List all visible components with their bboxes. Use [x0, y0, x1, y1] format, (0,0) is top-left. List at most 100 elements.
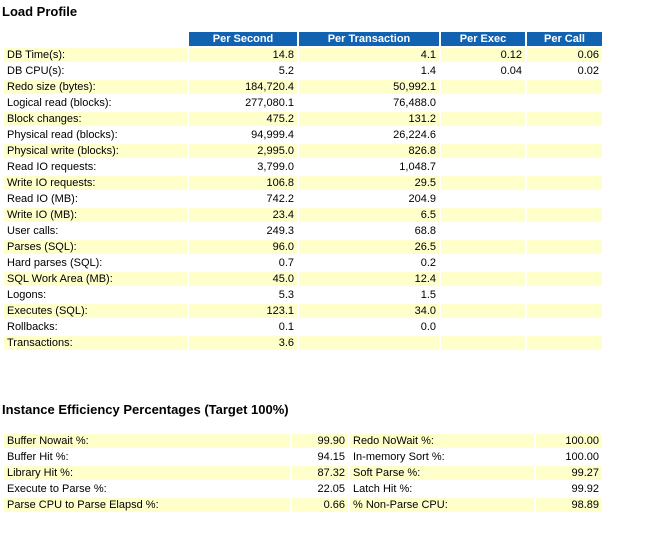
metric-per-exec — [441, 224, 525, 238]
metric-label: Rollbacks: — [4, 320, 187, 334]
metric-per-second: 184,720.4 — [189, 80, 297, 94]
table-row: Transactions: 3.6 — [4, 336, 602, 350]
metric-per-call — [527, 208, 602, 222]
metric-per-transaction: 12.4 — [299, 272, 439, 286]
metric-per-call — [527, 336, 602, 350]
header-per-second: Per Second — [189, 32, 297, 46]
efficiency-label: Execute to Parse %: — [4, 482, 290, 496]
table-row: Parse CPU to Parse Elapsd %: 0.66 % Non-… — [4, 498, 602, 512]
load-profile-heading: Load Profile — [2, 4, 78, 19]
metric-per-call — [527, 240, 602, 254]
metric-per-call — [527, 256, 602, 270]
metric-label: Parses (SQL): — [4, 240, 187, 254]
efficiency-value: 87.32 — [292, 466, 348, 480]
header-per-call: Per Call — [527, 32, 602, 46]
efficiency-label: Buffer Nowait %: — [4, 434, 290, 448]
metric-per-call: 0.06 — [527, 48, 602, 62]
table-row: Library Hit %: 87.32 Soft Parse %: 99.27 — [4, 466, 602, 480]
metric-per-exec — [441, 320, 525, 334]
metric-per-second: 23.4 — [189, 208, 297, 222]
metric-per-call — [527, 160, 602, 174]
table-row: Logons: 5.3 1.5 — [4, 288, 602, 302]
table-row: Executes (SQL): 123.1 34.0 — [4, 304, 602, 318]
metric-per-second: 0.7 — [189, 256, 297, 270]
metric-per-transaction: 131.2 — [299, 112, 439, 126]
metric-per-exec — [441, 80, 525, 94]
metric-per-transaction: 1,048.7 — [299, 160, 439, 174]
metric-per-exec — [441, 256, 525, 270]
metric-per-exec — [441, 192, 525, 206]
metric-label: Hard parses (SQL): — [4, 256, 187, 270]
table-row: Write IO (MB): 23.4 6.5 — [4, 208, 602, 222]
metric-label: Transactions: — [4, 336, 187, 350]
metric-per-second: 2,995.0 — [189, 144, 297, 158]
metric-per-second: 96.0 — [189, 240, 297, 254]
efficiency-value: 98.89 — [536, 498, 602, 512]
metric-label: SQL Work Area (MB): — [4, 272, 187, 286]
metric-per-second: 249.3 — [189, 224, 297, 238]
metric-per-exec: 0.04 — [441, 64, 525, 78]
metric-label: Block changes: — [4, 112, 187, 126]
table-row: Buffer Nowait %: 99.90 Redo NoWait %: 10… — [4, 434, 602, 448]
metric-label: Logons: — [4, 288, 187, 302]
metric-per-second: 277,080.1 — [189, 96, 297, 110]
metric-per-exec: 0.12 — [441, 48, 525, 62]
header-per-exec: Per Exec — [441, 32, 525, 46]
table-row: Rollbacks: 0.1 0.0 — [4, 320, 602, 334]
metric-label: DB CPU(s): — [4, 64, 187, 78]
table-row: Buffer Hit %: 94.15 In-memory Sort %: 10… — [4, 450, 602, 464]
metric-per-call — [527, 320, 602, 334]
instance-efficiency-heading: Instance Efficiency Percentages (Target … — [2, 402, 289, 417]
metric-label: Physical read (blocks): — [4, 128, 187, 142]
metric-per-exec — [441, 144, 525, 158]
metric-per-transaction: 68.8 — [299, 224, 439, 238]
metric-per-second: 106.8 — [189, 176, 297, 190]
efficiency-value: 0.66 — [292, 498, 348, 512]
metric-per-second: 0.1 — [189, 320, 297, 334]
header-per-transaction: Per Transaction — [299, 32, 439, 46]
metric-label: Write IO requests: — [4, 176, 187, 190]
metric-per-call — [527, 144, 602, 158]
metric-per-transaction: 29.5 — [299, 176, 439, 190]
metric-per-second: 14.8 — [189, 48, 297, 62]
metric-per-second: 3,799.0 — [189, 160, 297, 174]
metric-label: Read IO (MB): — [4, 192, 187, 206]
efficiency-value: 99.90 — [292, 434, 348, 448]
metric-per-exec — [441, 96, 525, 110]
metric-per-transaction: 34.0 — [299, 304, 439, 318]
efficiency-label: % Non-Parse CPU: — [350, 498, 534, 512]
load-profile-header-row: Per Second Per Transaction Per Exec Per … — [4, 32, 602, 46]
load-profile-table: Per Second Per Transaction Per Exec Per … — [2, 30, 604, 352]
metric-per-call — [527, 288, 602, 302]
efficiency-label: Soft Parse %: — [350, 466, 534, 480]
metric-per-second: 475.2 — [189, 112, 297, 126]
table-row: Hard parses (SQL): 0.7 0.2 — [4, 256, 602, 270]
efficiency-value: 99.92 — [536, 482, 602, 496]
metric-per-transaction: 26.5 — [299, 240, 439, 254]
metric-per-second: 123.1 — [189, 304, 297, 318]
metric-per-transaction — [299, 336, 439, 350]
efficiency-label: Latch Hit %: — [350, 482, 534, 496]
metric-per-second: 3.6 — [189, 336, 297, 350]
metric-per-transaction: 76,488.0 — [299, 96, 439, 110]
metric-per-second: 45.0 — [189, 272, 297, 286]
metric-per-call — [527, 96, 602, 110]
table-row: Write IO requests: 106.8 29.5 — [4, 176, 602, 190]
metric-label: Redo size (bytes): — [4, 80, 187, 94]
efficiency-label: In-memory Sort %: — [350, 450, 534, 464]
metric-per-second: 742.2 — [189, 192, 297, 206]
table-row: Physical write (blocks): 2,995.0 826.8 — [4, 144, 602, 158]
metric-label: Logical read (blocks): — [4, 96, 187, 110]
metric-per-call — [527, 112, 602, 126]
efficiency-value: 99.27 — [536, 466, 602, 480]
metric-per-second: 5.2 — [189, 64, 297, 78]
metric-per-call — [527, 272, 602, 286]
metric-label: Read IO requests: — [4, 160, 187, 174]
metric-per-call — [527, 128, 602, 142]
metric-label: User calls: — [4, 224, 187, 238]
metric-per-exec — [441, 128, 525, 142]
metric-per-transaction: 26,224.6 — [299, 128, 439, 142]
instance-efficiency-table: Buffer Nowait %: 99.90 Redo NoWait %: 10… — [2, 432, 604, 514]
metric-label: Executes (SQL): — [4, 304, 187, 318]
